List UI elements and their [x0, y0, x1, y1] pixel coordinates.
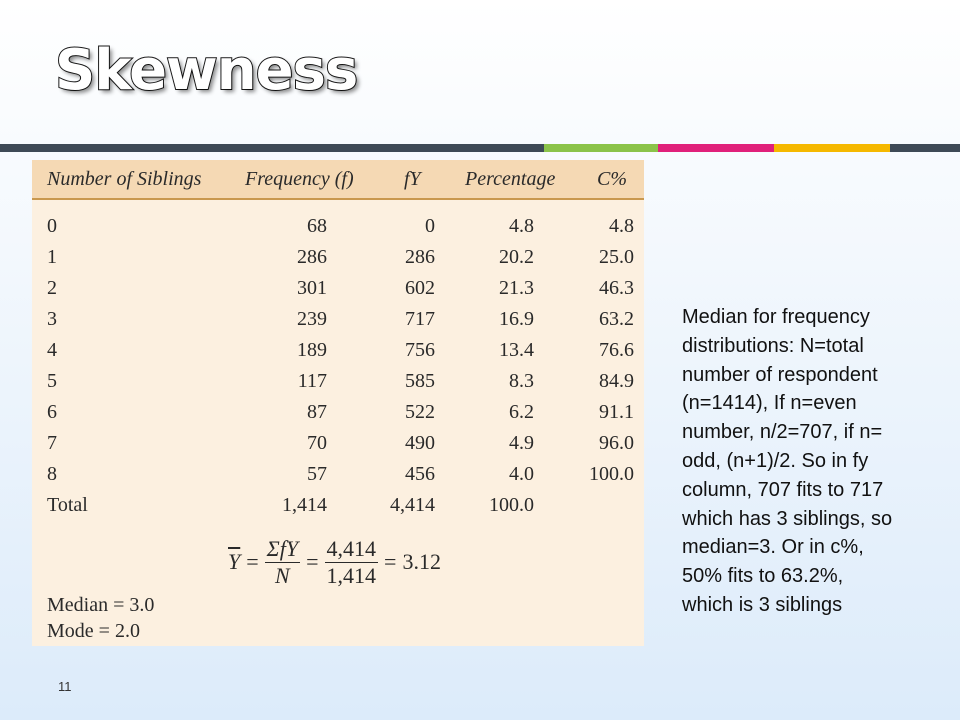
table-cell: 117 [297, 370, 327, 392]
table-cell: 2 [47, 277, 57, 299]
table-cell: 239 [297, 308, 327, 330]
table-header: Number of Siblings Frequency (f) fY Perc… [32, 160, 644, 200]
table-cell: 522 [405, 401, 435, 423]
table-cell: 301 [297, 277, 327, 299]
total-cell: 100.0 [489, 494, 534, 516]
divider-segment-dark [0, 144, 544, 152]
note-line: distributions: N=total [682, 334, 864, 357]
total-cell: 4,414 [390, 494, 435, 516]
table-cell: 46.3 [599, 277, 634, 299]
formula-fraction-values: 4,414 1,414 [324, 535, 379, 589]
header-fy: fY [404, 168, 421, 190]
formula-denominator-symbolic: N [275, 562, 290, 588]
total-label: Total [47, 494, 88, 516]
note-line: median=3. Or in c%, [682, 536, 864, 559]
mean-formula: Y = ΣfY N = 4,414 1,414 = 3.12 [228, 535, 441, 589]
table-cell: 13.4 [499, 339, 534, 361]
table-cell: 4.8 [609, 215, 634, 237]
slide-title: Skewness [54, 37, 359, 104]
formula-result: 3.12 [402, 549, 441, 574]
table-cell: 4 [47, 339, 57, 361]
table-cell: 6.2 [509, 401, 534, 423]
formula-numerator-symbolic: ΣfY [264, 535, 301, 563]
table-cell: 57 [307, 463, 327, 485]
median-explanation-text: Median for frequency distributions: N=tot… [682, 303, 940, 620]
divider-segment-yellow [774, 144, 890, 152]
note-line: number, n/2=707, if n= [682, 421, 883, 444]
table-cell: 5 [47, 370, 57, 392]
table-cell: 63.2 [599, 308, 634, 330]
header-percentage: Percentage [465, 168, 556, 190]
header-frequency: Frequency (f) [245, 168, 354, 190]
note-line: number of respondent [682, 363, 878, 386]
table-cell: 286 [297, 246, 327, 268]
table-cell: 16.9 [499, 308, 534, 330]
table-cell: 4.0 [509, 463, 534, 485]
note-line: Median for frequency [682, 306, 870, 328]
frequency-table-image: Number of Siblings Frequency (f) fY Perc… [32, 160, 644, 646]
table-cell: 756 [405, 339, 435, 361]
table-cell: 91.1 [599, 401, 634, 423]
note-line: (n=1414), If n=even [682, 392, 857, 415]
divider-segment-dark-right [890, 144, 960, 152]
table-cell: 100.0 [589, 463, 634, 485]
formula-y-bar: Y [228, 549, 241, 574]
table-cell: 76.6 [599, 339, 634, 361]
table-cell: 189 [297, 339, 327, 361]
table-cell: 70 [307, 432, 327, 454]
header-cumulative-percent: C% [597, 168, 627, 190]
table-cell: 21.3 [499, 277, 534, 299]
header-number-of-siblings: Number of Siblings [47, 168, 202, 190]
note-line: 50% fits to 63.2%, [682, 565, 844, 588]
formula-denominator-value: 1,414 [326, 562, 377, 588]
table-cell: 25.0 [599, 246, 634, 268]
table-cell: 717 [405, 308, 435, 330]
table-cell: 0 [47, 215, 57, 237]
table-cell: 8.3 [509, 370, 534, 392]
divider-segment-pink [658, 144, 774, 152]
table-cell: 8 [47, 463, 57, 485]
table-cell: 456 [405, 463, 435, 485]
table-cell: 4.8 [509, 215, 534, 237]
table-cell: 1 [47, 246, 57, 268]
table-cell: 6 [47, 401, 57, 423]
table-cell: 20.2 [499, 246, 534, 268]
table-cell: 602 [405, 277, 435, 299]
table-cell: 7 [47, 432, 57, 454]
table-cell: 490 [405, 432, 435, 454]
note-line: which has 3 siblings, so [682, 507, 893, 530]
table-cell: 286 [405, 246, 435, 268]
page-number: 11 [58, 679, 72, 694]
table-cell: 84.9 [599, 370, 634, 392]
divider-segment-green [544, 144, 658, 152]
table-cell: 68 [307, 215, 327, 237]
mode-value: Mode = 2.0 [47, 620, 140, 642]
formula-numerator-value: 4,414 [324, 535, 379, 563]
note-line: column, 707 fits to 717 [682, 478, 884, 501]
formula-fraction-symbolic: ΣfY N [264, 535, 301, 589]
table-cell: 87 [307, 401, 327, 423]
table-cell: 3 [47, 308, 57, 330]
note-line: odd, (n+1)/2. So in fy [682, 449, 869, 472]
median-value: Median = 3.0 [47, 594, 155, 616]
note-line: which is 3 siblings [682, 593, 843, 616]
table-cell: 96.0 [599, 432, 634, 454]
total-cell: 1,414 [282, 494, 327, 516]
table-cell: 4.9 [509, 432, 534, 454]
table-cell: 585 [405, 370, 435, 392]
table-cell: 0 [425, 215, 435, 237]
